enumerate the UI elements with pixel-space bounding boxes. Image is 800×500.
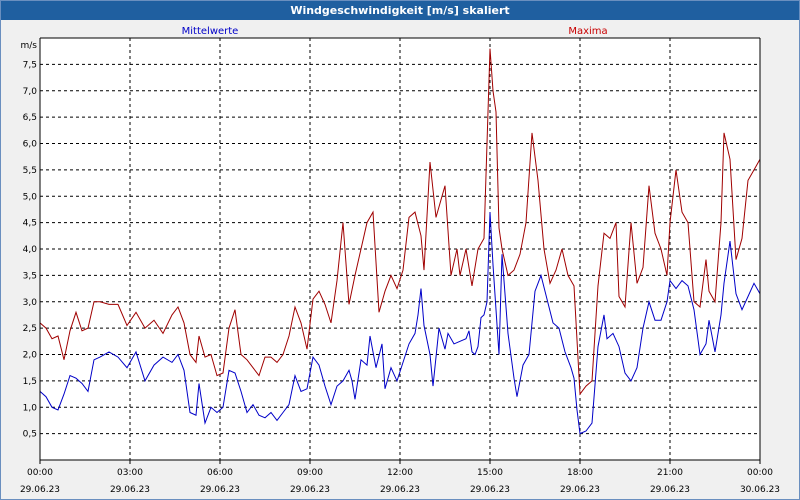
legend-mittelwerte: Mittelwerte [182, 26, 239, 37]
x-tick-time: 03:00 [117, 468, 143, 478]
x-tick-time: 21:00 [657, 468, 683, 478]
x-tick-date: 29.06.23 [650, 485, 690, 495]
y-tick-label: 2,5 [23, 324, 37, 334]
x-tick-date: 29.06.23 [20, 485, 60, 495]
y-axis-label: m/s [21, 41, 38, 51]
y-tick-label: 3,5 [23, 271, 37, 281]
x-tick-date: 30.06.23 [740, 485, 780, 495]
y-tick-label: 0,5 [23, 430, 37, 440]
x-tick-date: 29.06.23 [290, 485, 330, 495]
y-tick-label: 5,0 [23, 192, 38, 202]
x-tick-time: 18:00 [567, 468, 593, 478]
y-tick-label: 3,0 [23, 298, 38, 308]
y-tick-label: 7,0 [23, 87, 38, 97]
y-tick-label: 6,0 [23, 140, 38, 150]
x-tick-time: 12:00 [387, 468, 413, 478]
window-title: Windgeschwindigkeit [m/s] skaliert [1, 1, 799, 20]
y-tick-label: 7,5 [23, 60, 37, 70]
y-tick-label: 1,0 [23, 403, 38, 413]
y-tick-label: 6,5 [23, 113, 37, 123]
y-tick-label: 4,0 [23, 245, 38, 255]
x-tick-time: 00:00 [747, 468, 773, 478]
legend-maxima: Maxima [568, 26, 607, 37]
axes: 0,5 1,0 1,5 2,0 2,5 3,0 3,5 4,0 4,5 5,0 5,5 6,0 6,5 7… [20, 37, 780, 495]
x-tick-time: 00:00 [27, 468, 53, 478]
y-tick-label: 1,5 [23, 377, 37, 387]
series-line-mittelwerte [39, 212, 761, 435]
x-tick-time: 15:00 [477, 468, 503, 478]
y-tick-label: 4,5 [23, 219, 37, 229]
y-tick-label: 2,0 [23, 351, 38, 361]
x-tick-date: 29.06.23 [380, 485, 420, 495]
x-tick-date: 29.06.23 [560, 485, 600, 495]
series-lines [39, 48, 761, 435]
series-line-maxima [39, 48, 761, 396]
x-tick-date: 29.06.23 [110, 485, 150, 495]
x-tick-time: 06:00 [207, 468, 233, 478]
x-tick-date: 29.06.23 [200, 485, 240, 495]
y-tick-label: 5,5 [23, 166, 37, 176]
x-tick-time: 09:00 [297, 468, 323, 478]
x-tick-date: 29.06.23 [470, 485, 510, 495]
